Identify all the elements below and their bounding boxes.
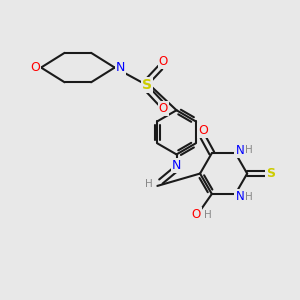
Text: O: O (159, 102, 168, 115)
Text: H: H (245, 192, 253, 202)
Text: H: H (204, 210, 212, 220)
Text: O: O (198, 124, 208, 137)
Text: S: S (266, 167, 275, 180)
Text: H: H (145, 179, 152, 190)
Text: N: N (116, 61, 125, 74)
Text: O: O (192, 208, 201, 221)
Text: N: N (236, 144, 244, 157)
Text: O: O (30, 61, 40, 74)
Text: H: H (245, 145, 253, 155)
Text: S: S (142, 78, 152, 92)
Text: N: N (236, 190, 244, 203)
Text: N: N (172, 159, 181, 172)
Text: O: O (159, 55, 168, 68)
